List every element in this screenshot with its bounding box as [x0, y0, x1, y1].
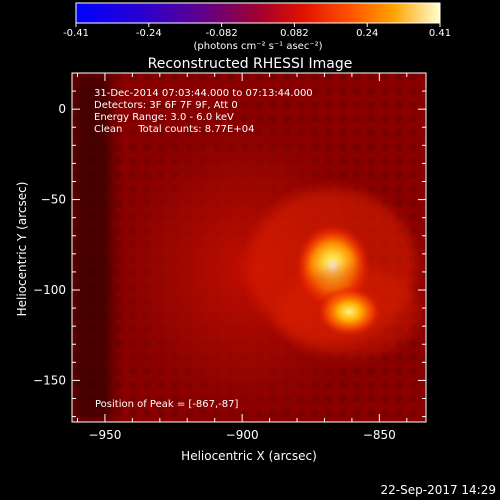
x-tick-label: −900: [226, 428, 259, 442]
observation-info: 31-Dec-2014 07:03:44.000 to 07:13:44.000…: [94, 88, 313, 135]
colorbar: -0.41 -0.24 -0.082 0.082 0.24 0.41 (photons c…: [63, 2, 451, 52]
xray-sources: [248, 188, 422, 358]
colorbar-tick-label: 0.24: [356, 28, 378, 39]
colorbar-ticks: -0.41 -0.24 -0.082 0.082 0.24 0.41: [63, 23, 451, 39]
y-tick-label: −150: [33, 373, 66, 387]
colorbar-tick-label: 0.41: [429, 28, 451, 39]
colorbar-units-label: (photons cm⁻² s⁻¹ asec⁻²): [193, 41, 322, 52]
info-line-date: 31-Dec-2014 07:03:44.000 to 07:13:44.000: [94, 88, 313, 99]
footer-timestamp: 22-Sep-2017 14:29: [381, 483, 496, 497]
x-tick-label: −850: [363, 428, 396, 442]
colorbar-tick-label: -0.082: [205, 28, 237, 39]
colorbar-tick-label: -0.41: [63, 28, 89, 39]
xray-source: [316, 286, 383, 338]
image-left-dark-band: [72, 73, 112, 422]
peak-position-label: Position of Peak = [-867,-87]: [95, 399, 239, 410]
y-axis: 0 −50 −100 −150: [33, 72, 426, 418]
y-axis-label: Heliocentric Y (arcsec): [15, 182, 29, 317]
info-line-counts: Clean Total counts: 8.77E+04: [94, 124, 254, 135]
solar-image: [72, 73, 426, 422]
plot-title: Reconstructed RHESSI Image: [148, 56, 353, 72]
x-axis: −950−900−850−800: [76, 73, 408, 442]
info-line-energy: Energy Range: 3.0 - 6.0 keV: [94, 112, 234, 123]
plot-frame: [71, 72, 427, 423]
colorbar-tick-label: -0.24: [136, 28, 162, 39]
info-line-detectors: Detectors: 3F 6F 7F 9F, Att 0: [94, 100, 238, 111]
x-tick-label: −950: [88, 428, 121, 442]
colorbar-gradient: [75, 2, 441, 24]
y-tick-label: 0: [58, 102, 66, 116]
x-axis-label: Heliocentric X (arcsec): [181, 449, 317, 463]
y-tick-label: −50: [41, 193, 66, 207]
colorbar-tick-label: 0.082: [280, 28, 309, 39]
y-tick-label: −100: [33, 283, 66, 297]
